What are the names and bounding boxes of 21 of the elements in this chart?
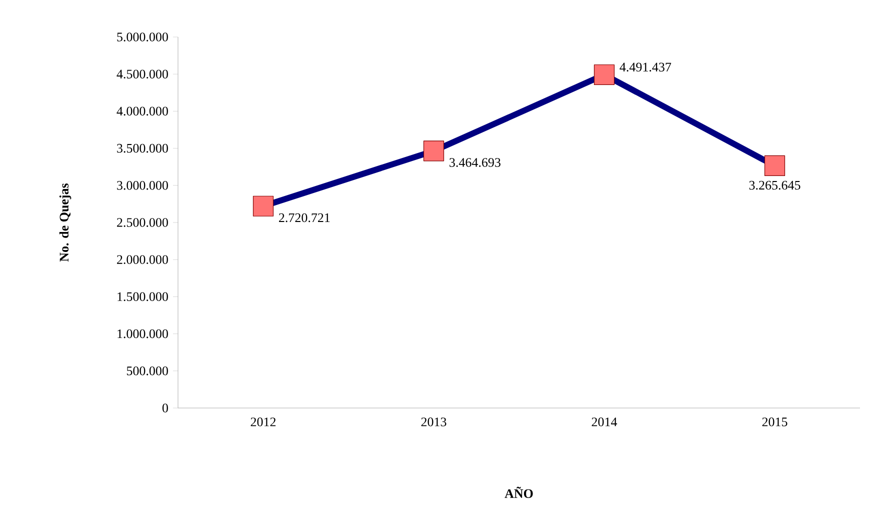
y-tick-label: 5.000.000 xyxy=(117,32,168,42)
data-label: 3.464.693 xyxy=(450,158,500,167)
y-tick-label: 3.000.000 xyxy=(117,180,168,190)
y-tick-label: 4.000.000 xyxy=(116,106,168,116)
y-tick-label: 4.500.000 xyxy=(116,70,168,79)
y-axis-title: No. de Quejas xyxy=(59,183,72,262)
y-tick-label: 2.000.000 xyxy=(117,255,168,264)
y-tick-label: 1.000.000 xyxy=(118,329,168,338)
y-tick-label: 0 xyxy=(162,404,168,412)
x-tick-label: 2013 xyxy=(421,418,446,426)
x-tick-label: 2015 xyxy=(762,418,788,426)
data-label: 4.491.437 xyxy=(620,62,672,72)
x-tick-label: 2012 xyxy=(250,418,276,426)
data-label: 2.720.721 xyxy=(279,213,330,222)
x-tick-label: 2014 xyxy=(592,418,618,426)
y-tick-label: 500.000 xyxy=(126,366,168,376)
x-axis-title: AÑO xyxy=(504,486,533,498)
y-tick-label: 1.500.000 xyxy=(118,292,168,302)
y-tick-label: 2.500.000 xyxy=(117,218,168,227)
y-tick-label: 3.500.000 xyxy=(117,144,168,153)
data-label: 3.265.645 xyxy=(749,180,800,190)
